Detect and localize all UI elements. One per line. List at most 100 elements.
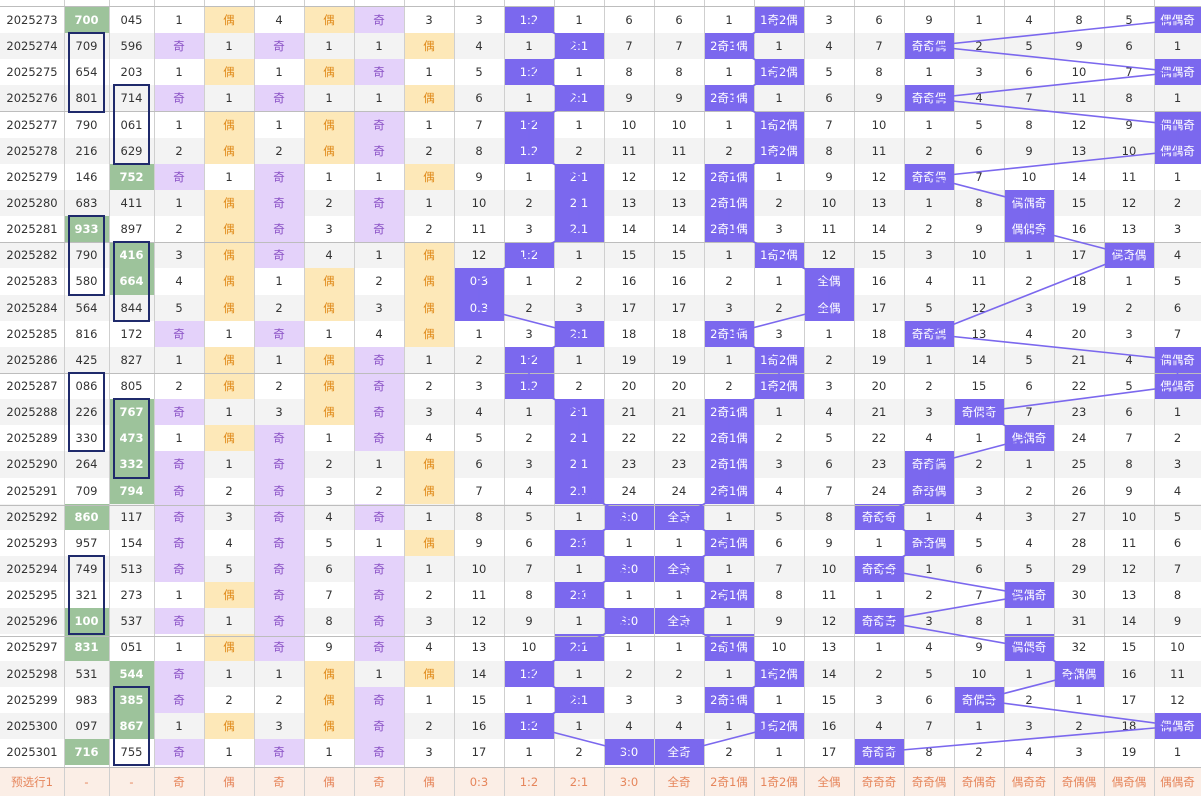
pos3-odd-cell: 奇 — [354, 112, 404, 138]
pos1-even-cell: 偶 — [204, 295, 254, 321]
pos3-odd-cell: 奇 — [354, 7, 404, 33]
test-number-cell: 425 — [64, 347, 109, 373]
seq-eeo-cell: 4 — [1154, 478, 1201, 504]
form-all-odd-cell: 21 — [654, 399, 704, 425]
period-cell: 2025280 — [0, 190, 64, 216]
ratio-1-2-cell: 2 — [504, 190, 554, 216]
test-number-cell: 983 — [64, 687, 109, 713]
ratio-3-0-cell: 21 — [604, 399, 654, 425]
column-divider — [404, 0, 405, 796]
pos2-even-cell: 偶 — [304, 7, 354, 33]
ratio-1-2-cell: 4 — [504, 478, 554, 504]
trend-link-line — [878, 594, 1030, 622]
form-2odd1even-cell: 1 — [704, 242, 754, 268]
seq-ooo-cell: 13 — [854, 190, 904, 216]
form-2odd1even-cell: 1 — [704, 661, 754, 687]
period-cell: 2025301 — [0, 739, 64, 765]
footer-ratio-0-3-cell: 0:3 — [454, 768, 504, 796]
pos3-odd-cell: 奇 — [354, 399, 404, 425]
column-divider — [204, 0, 205, 796]
pos3-even-cell: 偶 — [404, 268, 454, 295]
ratio-3-0-cell: 3 — [604, 687, 654, 713]
form-2odd1even-cell: 1 — [704, 556, 754, 582]
seq-ooo-cell: 21 — [854, 399, 904, 425]
ratio-0-3-cell: 7 — [454, 478, 504, 504]
seq-eeo-cell: 1 — [1154, 85, 1201, 112]
seq-eoe-cell: 16 — [1104, 661, 1154, 687]
ratio-2-1-cell: 1 — [554, 112, 604, 138]
pos1-even-cell: 偶 — [204, 190, 254, 216]
test-number-cell: 086 — [64, 373, 109, 399]
pos2-even-cell: 6 — [304, 556, 354, 582]
test-number-cell: 801 — [64, 85, 109, 112]
footer-draw-number-cell: - — [109, 768, 154, 796]
form-all-odd-cell: 16 — [654, 268, 704, 295]
seq-ooo-cell: 15 — [854, 242, 904, 268]
seq-oeo-cell: 11 — [954, 268, 1004, 295]
column-divider — [64, 0, 65, 796]
form-1odd2even-cell: 2 — [754, 190, 804, 216]
period-cell: 2025291 — [0, 478, 64, 504]
seq-oee-cell: 32 — [1054, 634, 1104, 661]
pos2-even-cell: 1 — [304, 321, 354, 347]
footer-seq-ooe-cell: 奇奇偶 — [904, 768, 954, 796]
form-all-odd-cell: 1 — [654, 634, 704, 661]
test-number-cell: 709 — [64, 478, 109, 504]
seq-ooo-cell: 24 — [854, 478, 904, 504]
trend-link-line — [678, 594, 730, 622]
column-divider — [554, 0, 555, 796]
pos1-even-cell: 4 — [204, 530, 254, 556]
pos1-even-cell: 偶 — [204, 634, 254, 661]
form-all-odd-cell: 1 — [654, 530, 704, 556]
pos3-odd-cell: 奇 — [354, 216, 404, 242]
test-number-cell: 749 — [64, 556, 109, 582]
form-2odd1even-cell: 2 — [704, 138, 754, 164]
test-number-cell: 683 — [64, 190, 109, 216]
seq-ooe-cell: 9 — [904, 7, 954, 33]
test-number-cell: 216 — [64, 138, 109, 164]
trend-link-line — [528, 385, 580, 413]
ratio-1-2-cell: 1 — [504, 164, 554, 190]
seq-eeo-cell: 1 — [1154, 399, 1201, 425]
period-cell: 2025281 — [0, 216, 64, 242]
form-all-odd-cell: 1 — [654, 582, 704, 608]
seq-eoe-cell: 2 — [1104, 295, 1154, 321]
column-divider — [1104, 0, 1105, 796]
period-cell: 2025290 — [0, 451, 64, 478]
ratio-1-2-cell: 5 — [504, 504, 554, 530]
test-number-cell: 790 — [64, 112, 109, 138]
ratio-2-1-cell: 1 — [554, 59, 604, 85]
pos1-odd-cell: 奇 — [154, 164, 204, 190]
test-number-cell: 531 — [64, 661, 109, 687]
pos1-odd-cell: 奇 — [154, 478, 204, 504]
form-1odd2even-cell: 8 — [754, 582, 804, 608]
seq-ooo-cell: 14 — [854, 216, 904, 242]
seq-oeo-cell: 7 — [954, 164, 1004, 190]
pos1-even-cell: 偶 — [204, 7, 254, 33]
seq-ooe-cell: 2 — [904, 373, 954, 399]
draw-number-cell: 752 — [109, 164, 154, 190]
seq-oeo-cell: 5 — [954, 530, 1004, 556]
seq-eoo-cell: 2 — [1004, 268, 1054, 295]
pos3-even-cell: 1 — [404, 59, 454, 85]
seq-eoo-cell: 3 — [1004, 295, 1054, 321]
ratio-1-2-cell: 1 — [504, 85, 554, 112]
form-all-even-cell: 14 — [804, 661, 854, 687]
seq-oeo-cell: 5 — [954, 112, 1004, 138]
footer-period-cell: 预选行1 — [0, 768, 64, 796]
seq-oeo-cell: 1 — [954, 713, 1004, 739]
footer-form-all-odd-cell: 全奇 — [654, 768, 704, 796]
draw-number-cell: 172 — [109, 321, 154, 347]
seq-oee-cell: 29 — [1054, 556, 1104, 582]
seq-ooe-cell: 1 — [904, 59, 954, 85]
pos3-odd-cell: 奇 — [354, 739, 404, 765]
test-number-cell: 330 — [64, 425, 109, 451]
seq-eoe-cell: 19 — [1104, 739, 1154, 765]
ratio-1-2-cell: 1 — [504, 687, 554, 713]
form-all-even-cell: 11 — [804, 216, 854, 242]
form-2odd1even-cell: 1 — [704, 608, 754, 634]
form-all-odd-cell: 22 — [654, 425, 704, 451]
ratio-3-0-cell: 13 — [604, 190, 654, 216]
seq-eeo-cell: 5 — [1154, 268, 1201, 295]
pos2-odd-cell: 奇 — [254, 739, 304, 765]
